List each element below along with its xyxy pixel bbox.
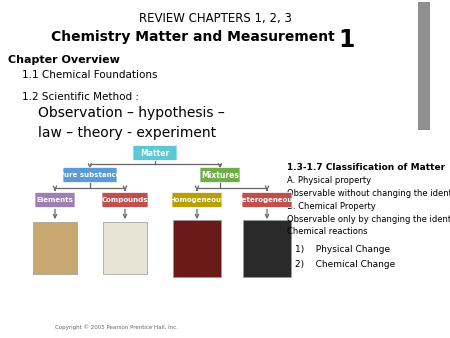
Text: REVIEW CHAPTERS 1, 2, 3: REVIEW CHAPTERS 1, 2, 3 — [139, 12, 292, 25]
Text: Chemistry Matter and Measurement: Chemistry Matter and Measurement — [51, 30, 339, 44]
Text: Observation – hypothesis –
law – theory - experiment: Observation – hypothesis – law – theory … — [38, 106, 225, 140]
Text: 2)    Chemical Change: 2) Chemical Change — [295, 260, 395, 269]
Text: Compounds: Compounds — [102, 197, 148, 203]
Text: Chapter Overview: Chapter Overview — [8, 55, 120, 65]
Text: 1.3-1.7 Classification of Matter: 1.3-1.7 Classification of Matter — [287, 163, 445, 172]
FancyBboxPatch shape — [33, 222, 77, 274]
Text: Matter: Matter — [140, 148, 170, 158]
Text: Homogeneous: Homogeneous — [169, 197, 225, 203]
FancyBboxPatch shape — [103, 222, 147, 274]
FancyBboxPatch shape — [35, 193, 75, 208]
Text: Copyright © 2005 Pearson Prentice Hall, Inc.: Copyright © 2005 Pearson Prentice Hall, … — [55, 324, 178, 330]
Text: 1.2 Scientific Method :: 1.2 Scientific Method : — [22, 92, 139, 102]
Text: 1)    Physical Change: 1) Physical Change — [295, 245, 390, 254]
FancyBboxPatch shape — [133, 145, 177, 161]
Text: Elements: Elements — [36, 197, 73, 203]
FancyBboxPatch shape — [172, 193, 222, 208]
Text: Pure substance: Pure substance — [59, 172, 121, 178]
FancyBboxPatch shape — [418, 2, 430, 130]
Text: 1.1 Chemical Foundations: 1.1 Chemical Foundations — [22, 70, 158, 80]
FancyBboxPatch shape — [243, 219, 291, 276]
FancyBboxPatch shape — [173, 219, 221, 276]
Text: 1: 1 — [338, 28, 355, 52]
FancyBboxPatch shape — [200, 168, 240, 183]
Text: Mixtures: Mixtures — [201, 170, 239, 179]
Text: A. Physical property
Observable without changing the identity
B. Chemical Proper: A. Physical property Observable without … — [287, 176, 450, 236]
FancyBboxPatch shape — [242, 193, 292, 208]
FancyBboxPatch shape — [102, 193, 148, 208]
Text: Heterogeneous: Heterogeneous — [237, 197, 297, 203]
FancyBboxPatch shape — [63, 168, 117, 183]
